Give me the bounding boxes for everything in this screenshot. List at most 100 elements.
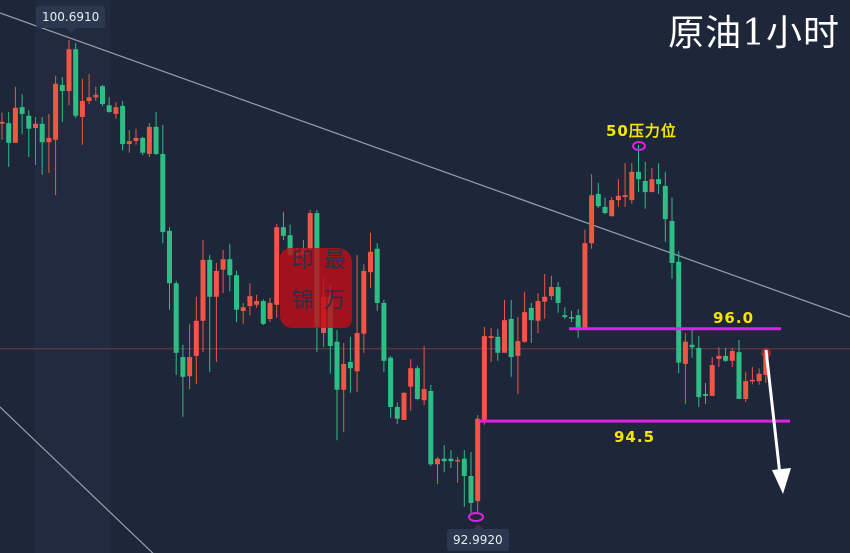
candle-body — [481, 336, 487, 420]
candle — [414, 365, 420, 401]
candle-body — [234, 275, 239, 310]
candle-body — [334, 341, 340, 390]
candle — [213, 262, 219, 363]
candle — [522, 291, 528, 343]
candle-body — [187, 357, 193, 377]
candle — [649, 168, 655, 193]
candle-body — [736, 352, 742, 399]
candle — [508, 299, 514, 377]
candle — [368, 232, 373, 289]
candle-body — [354, 333, 360, 372]
candle-body — [461, 458, 467, 476]
candle — [46, 113, 52, 174]
candle — [180, 344, 186, 417]
candle-body — [676, 261, 682, 363]
candle-body — [287, 235, 293, 255]
candle-body — [267, 302, 273, 319]
candle — [723, 347, 729, 363]
candle-body — [669, 221, 675, 263]
candle — [602, 197, 608, 215]
lower-trendline — [0, 406, 154, 553]
candle-body — [723, 355, 729, 361]
candle — [642, 161, 648, 209]
candle-body — [388, 357, 394, 407]
candle-body — [140, 137, 146, 153]
candle-body — [66, 49, 72, 92]
candle — [388, 355, 394, 419]
candle — [187, 323, 193, 390]
candle-body — [180, 357, 186, 377]
candles-group — [0, 40, 769, 515]
candle — [6, 112, 12, 167]
candle-body — [59, 84, 65, 92]
candle — [133, 128, 139, 145]
candle-body — [488, 336, 494, 339]
candle — [656, 163, 662, 194]
candle — [173, 280, 179, 375]
candle — [428, 384, 434, 467]
level-label-96: 96.0 — [713, 309, 755, 327]
candle-body — [341, 363, 347, 390]
candle-body — [368, 251, 373, 273]
highlight-band — [35, 0, 110, 553]
candle-body — [662, 185, 668, 220]
candle — [361, 264, 367, 353]
candle-body — [548, 286, 554, 297]
candle — [421, 346, 427, 406]
candle-body — [642, 181, 648, 193]
candle-body — [622, 195, 628, 198]
candle — [394, 402, 400, 425]
candle-body — [609, 200, 615, 217]
candle-body — [542, 296, 548, 302]
candle-body — [636, 171, 641, 180]
candle-body — [763, 352, 769, 375]
candle — [73, 43, 79, 119]
candle-body — [153, 126, 159, 154]
candle — [227, 243, 233, 292]
candle-body — [73, 49, 79, 116]
candle — [662, 171, 668, 242]
candle — [0, 112, 5, 140]
candle-body — [602, 206, 608, 214]
candle — [629, 163, 635, 204]
candle — [140, 136, 146, 156]
candle-body — [227, 259, 233, 276]
candle-body — [703, 394, 708, 396]
candle-body — [508, 318, 514, 358]
candle — [461, 450, 467, 507]
candle — [703, 382, 708, 404]
candle — [689, 328, 695, 358]
candle-body — [441, 458, 447, 462]
candle-body — [193, 320, 199, 356]
candle-body — [133, 137, 139, 141]
candle — [595, 182, 601, 209]
candle-body — [629, 171, 635, 201]
candle-body — [374, 248, 380, 303]
candle-body — [408, 368, 414, 387]
candle-body — [167, 230, 172, 284]
candle — [26, 110, 32, 158]
candle — [200, 240, 206, 353]
candle — [66, 40, 72, 106]
level-label-94-5: 94.5 — [614, 428, 656, 446]
candle-body — [160, 153, 166, 233]
candle-body — [749, 379, 755, 382]
candle-body — [86, 97, 92, 101]
candle-body — [207, 259, 213, 297]
candle-body — [656, 179, 662, 185]
candle — [53, 75, 59, 196]
candle — [488, 328, 494, 363]
candle — [743, 371, 749, 403]
candle-body — [247, 296, 253, 307]
candle — [260, 299, 266, 326]
candle — [468, 451, 474, 513]
candle — [307, 209, 313, 252]
low-price-tooltip: 92.9920 — [447, 524, 509, 551]
candle — [669, 197, 675, 279]
candle-body — [743, 381, 749, 399]
candle — [220, 249, 226, 294]
candle-body — [33, 123, 38, 129]
candle-body — [213, 270, 219, 297]
candle-body — [361, 270, 367, 334]
